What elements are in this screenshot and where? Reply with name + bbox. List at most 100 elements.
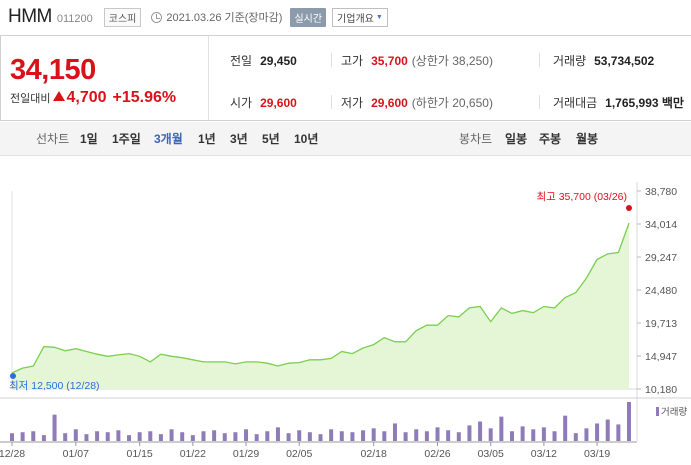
company-overview-label: 기업개요 bbox=[337, 13, 374, 25]
market-badge: 코스피 bbox=[103, 7, 142, 27]
current-price: 34,150 bbox=[10, 54, 96, 86]
x-tick-label: 01/07 bbox=[63, 448, 89, 460]
volume-label: 거래량 bbox=[553, 54, 587, 68]
candle-chart-label: 봉차트 bbox=[459, 132, 493, 146]
volume-bar bbox=[467, 425, 472, 441]
line-chart-label: 선차트 bbox=[36, 132, 70, 146]
stock-code: 011200 bbox=[56, 12, 93, 25]
volume-bar bbox=[371, 428, 376, 441]
divider bbox=[539, 95, 540, 109]
volume-bar bbox=[318, 434, 323, 441]
volume-bar bbox=[20, 432, 25, 441]
volume-bar bbox=[478, 421, 483, 441]
volume-bar bbox=[275, 427, 280, 441]
volume-bar bbox=[392, 423, 397, 441]
x-tick-label: 03/05 bbox=[478, 448, 504, 460]
volume-bar bbox=[307, 432, 312, 441]
volume-bar bbox=[244, 429, 249, 441]
upper-limit: (상한가 38,250) bbox=[411, 54, 493, 68]
low-label: 저가 bbox=[341, 96, 364, 110]
tab-weekly[interactable]: 주봉 bbox=[539, 132, 562, 146]
change-amount: 4,700 bbox=[66, 89, 107, 106]
volume-bar bbox=[361, 430, 366, 441]
high-value: 35,700 bbox=[371, 54, 408, 68]
x-tick-label: 03/12 bbox=[531, 448, 557, 460]
high-label: 고가 bbox=[341, 54, 364, 68]
divider bbox=[539, 53, 540, 67]
tab-5y[interactable]: 5년 bbox=[262, 132, 280, 146]
volume-bar bbox=[616, 424, 621, 441]
tab-10y[interactable]: 10년 bbox=[294, 132, 319, 146]
x-tick-label: 01/29 bbox=[233, 448, 259, 460]
change-rate: +15.96% bbox=[112, 89, 177, 106]
tab-1y[interactable]: 1년 bbox=[198, 132, 216, 146]
volume-bar bbox=[212, 430, 217, 441]
low-cell: 저가 29,600 (하한가 20,650) bbox=[341, 94, 493, 111]
company-overview-dropdown[interactable]: 기업개요 ▼ bbox=[332, 7, 388, 27]
tab-daily[interactable]: 일봉 bbox=[505, 132, 528, 146]
volume-bar bbox=[180, 432, 185, 441]
volume-bar bbox=[552, 431, 557, 441]
volume-bar bbox=[382, 431, 387, 441]
volume-bar bbox=[446, 430, 451, 441]
clock-icon bbox=[151, 11, 163, 23]
tab-3m[interactable]: 3개월 bbox=[154, 132, 183, 146]
prev-close-value: 29,450 bbox=[260, 54, 297, 68]
stock-name: HMM bbox=[8, 6, 52, 27]
volume-bar bbox=[339, 431, 344, 441]
volume-bar bbox=[297, 430, 302, 441]
volume-bar bbox=[627, 402, 631, 441]
volume-bar bbox=[573, 433, 578, 441]
volume-bar bbox=[31, 431, 36, 441]
volume-value: 53,734,502 bbox=[594, 54, 655, 68]
volume-bar bbox=[541, 427, 546, 441]
volume-bar bbox=[265, 431, 270, 441]
low-label: 최저 12,500 (12/28) bbox=[9, 380, 100, 392]
price-area-fill bbox=[12, 223, 629, 389]
chevron-down-icon: ▼ bbox=[375, 13, 383, 21]
tab-3y[interactable]: 3년 bbox=[230, 132, 248, 146]
volume-bar bbox=[509, 431, 514, 441]
up-triangle-icon bbox=[53, 91, 66, 101]
y-tick-label: 14,947 bbox=[645, 351, 677, 363]
price-summary: 34,150 전일대비 4,700 +15.96% 전일 29,450 고가 3… bbox=[0, 35, 691, 121]
volume-bar bbox=[63, 433, 68, 441]
tab-1d[interactable]: 1일 bbox=[80, 132, 98, 146]
low-value: 29,600 bbox=[371, 96, 408, 110]
volume-bar bbox=[116, 430, 121, 441]
divider bbox=[331, 53, 332, 67]
volume-bar bbox=[52, 414, 57, 441]
prev-close-cell: 전일 29,450 bbox=[230, 52, 297, 69]
volume-legend-label: 거래량 bbox=[661, 406, 687, 418]
x-tick-label: 03/19 bbox=[584, 448, 610, 460]
open-cell: 시가 29,600 bbox=[230, 94, 297, 111]
change-label: 전일대비 bbox=[10, 93, 51, 105]
volume-bar bbox=[584, 428, 589, 441]
volume-bar bbox=[137, 432, 142, 441]
amount-label: 거래대금 bbox=[553, 96, 598, 110]
volume-bar bbox=[605, 419, 610, 441]
volume-cell: 거래량 53,734,502 bbox=[553, 52, 654, 69]
volume-bar bbox=[158, 434, 163, 441]
volume-bar bbox=[499, 416, 504, 441]
volume-bar bbox=[424, 431, 429, 441]
y-tick-label: 29,247 bbox=[645, 252, 677, 264]
volume-bar bbox=[414, 429, 419, 441]
lower-limit: (하한가 20,650) bbox=[411, 96, 493, 110]
x-tick-label: 01/15 bbox=[127, 448, 153, 460]
current-price-box: 34,150 전일대비 4,700 +15.96% bbox=[1, 36, 209, 120]
stock-header: HMM 011200 코스피 2021.03.26 기준(장마감) 실시간 기업… bbox=[0, 0, 691, 34]
volume-legend-swatch bbox=[656, 407, 659, 416]
tab-1w[interactable]: 1주일 bbox=[112, 132, 141, 146]
low-marker bbox=[10, 373, 16, 379]
volume-bar bbox=[84, 434, 89, 441]
change-row: 전일대비 4,700 +15.96% bbox=[10, 89, 176, 107]
y-tick-label: 38,780 bbox=[645, 186, 677, 198]
volume-bar bbox=[127, 435, 132, 441]
realtime-button[interactable]: 실시간 bbox=[290, 7, 327, 27]
tab-monthly[interactable]: 월봉 bbox=[576, 132, 599, 146]
volume-bar bbox=[105, 432, 110, 441]
open-label: 시가 bbox=[230, 96, 253, 110]
prev-close-label: 전일 bbox=[230, 54, 253, 68]
volume-bar bbox=[222, 433, 227, 441]
